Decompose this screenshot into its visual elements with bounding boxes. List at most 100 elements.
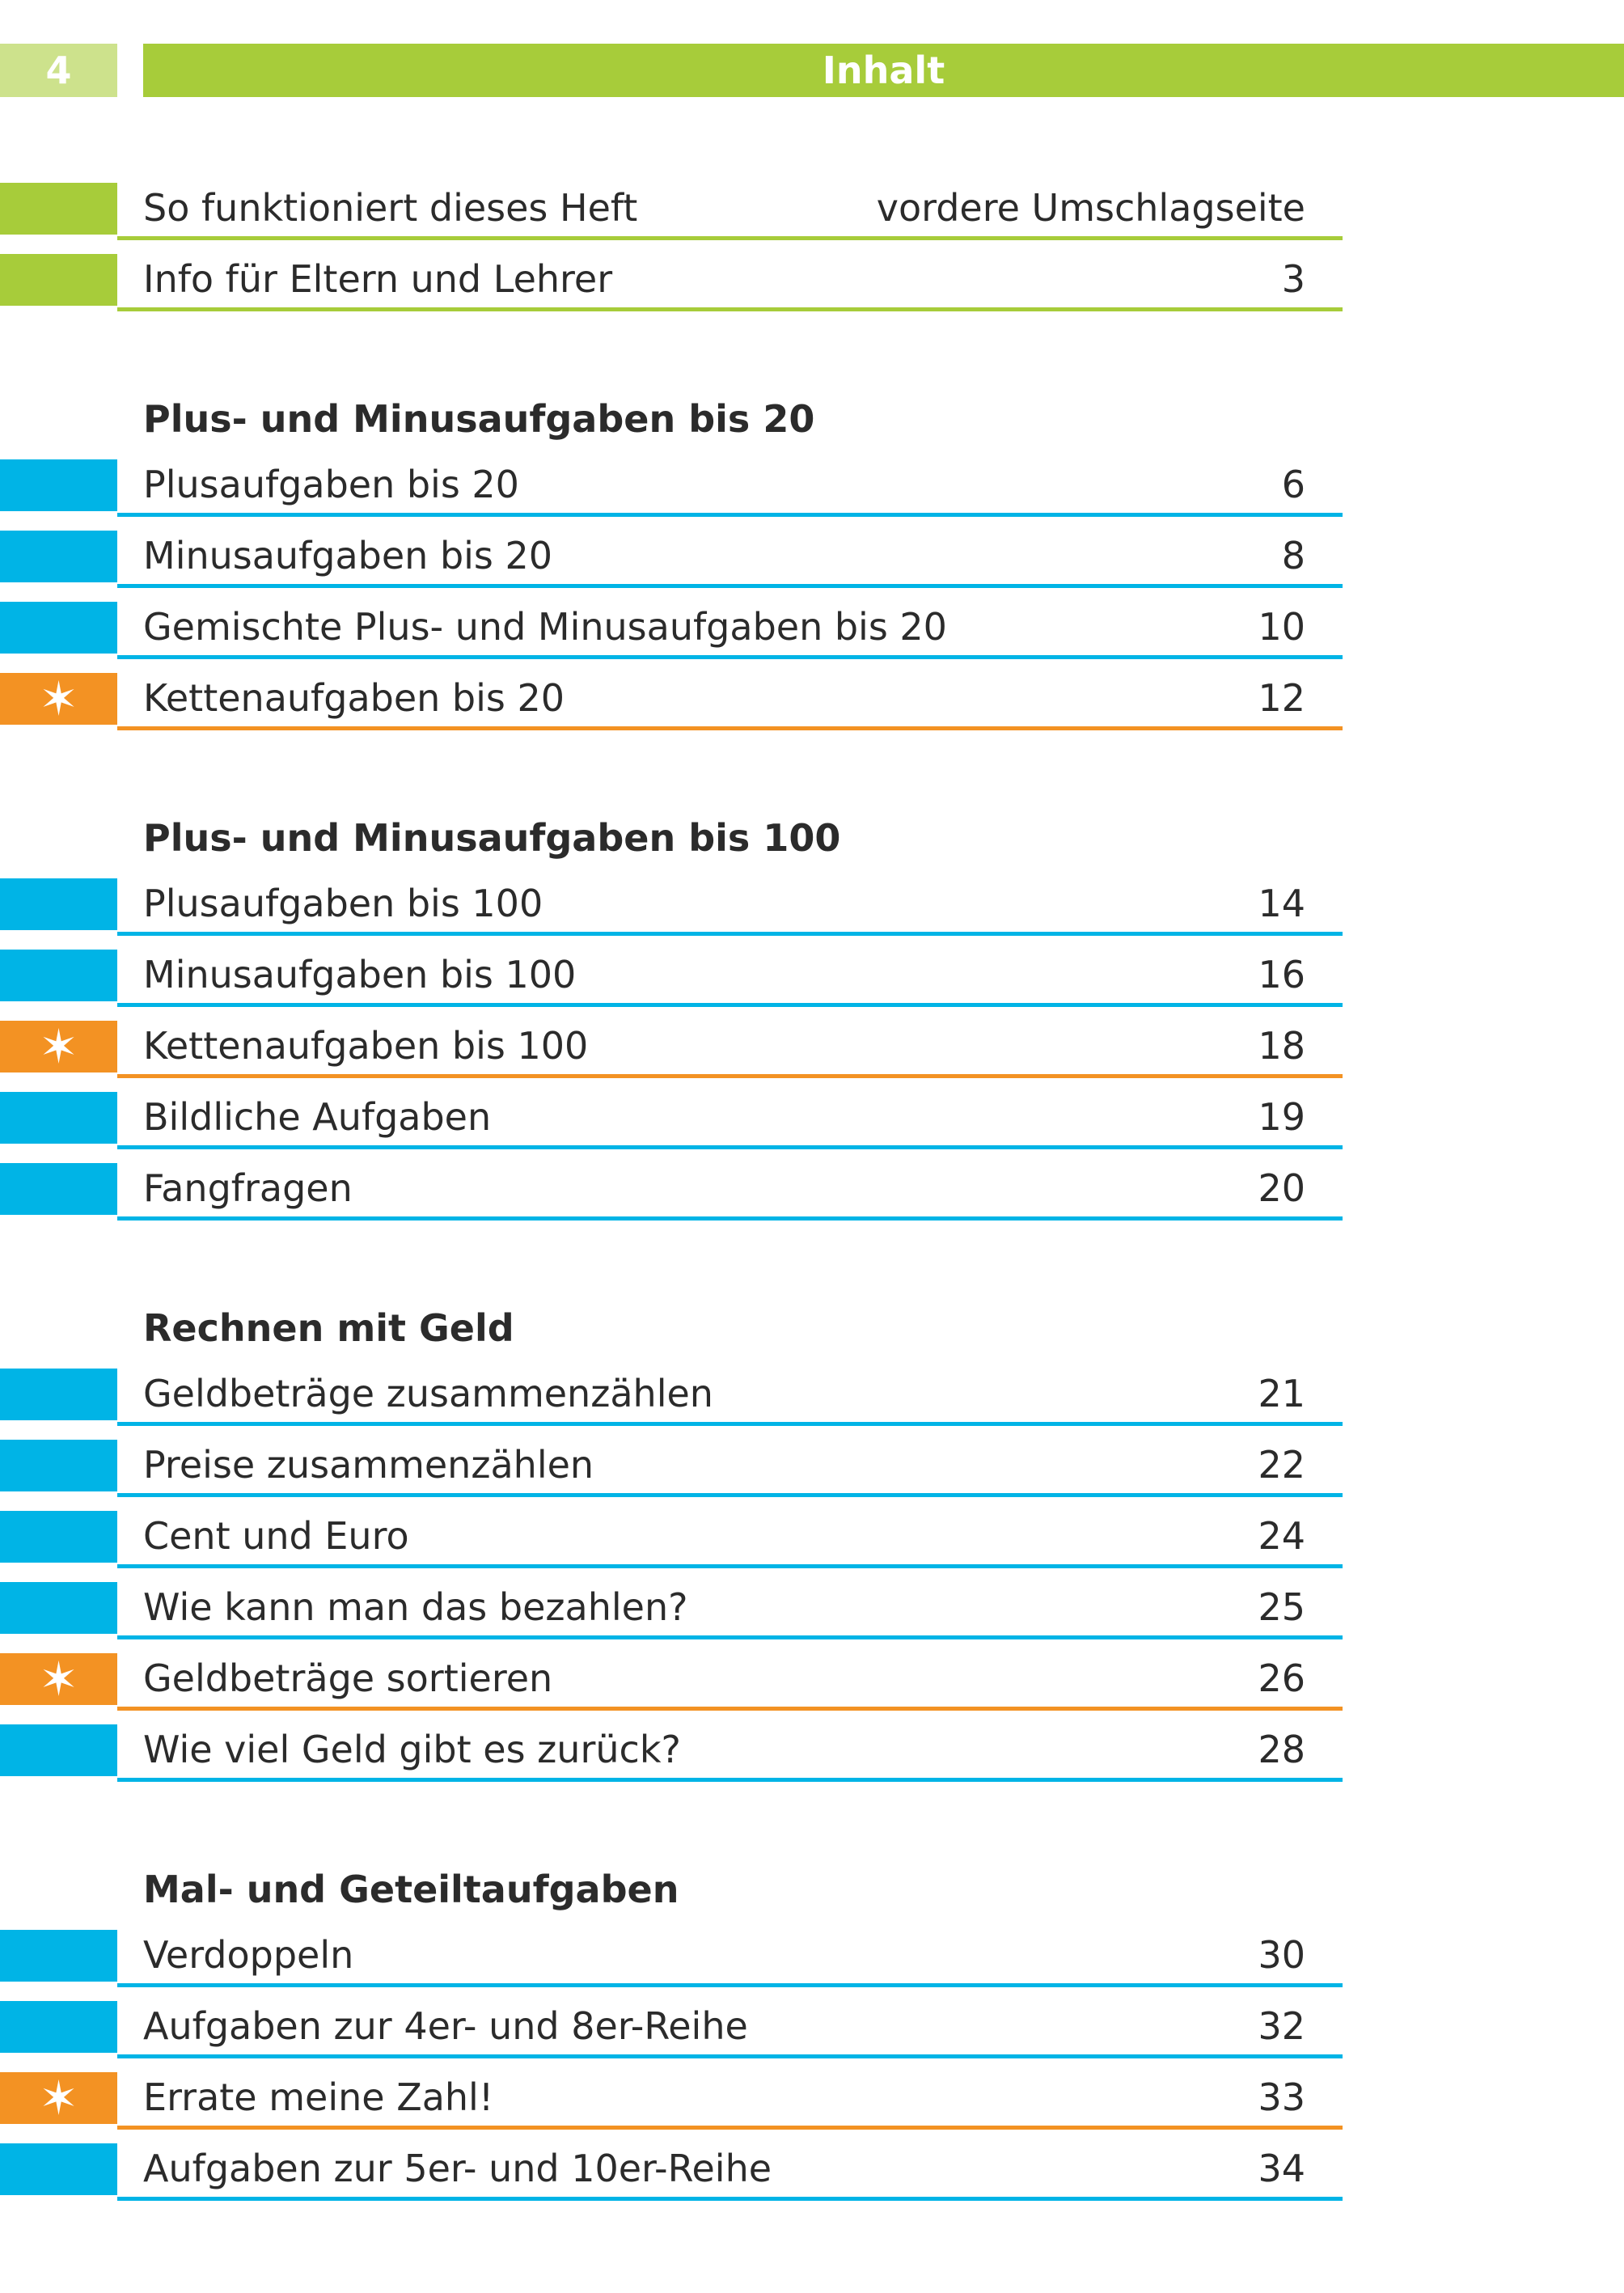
color-marker: [0, 1582, 117, 1634]
toc-entry[interactable]: So funktioniert dieses Heft vordere Umsch…: [0, 180, 1343, 251]
toc-entry[interactable]: Plusaufgaben bis 100 14: [0, 875, 1343, 946]
toc-entry-title: Preise zusammenzählen: [143, 1443, 594, 1487]
toc-entry[interactable]: ✶ Kettenaufgaben bis 20 12: [0, 670, 1343, 741]
toc-entry-page: 21: [1258, 1372, 1305, 1415]
star-icon: ✶: [39, 2071, 78, 2126]
color-marker: [0, 1930, 117, 1982]
toc-entry[interactable]: Aufgaben zur 4er- und 8er-Reihe 32: [0, 1998, 1343, 2069]
toc-entry-page: 3: [1281, 257, 1305, 301]
toc-section: Plus- und Minusaufgaben bis 20 Plusaufgab…: [0, 390, 1343, 741]
toc-entry[interactable]: Verdoppeln 30: [0, 1927, 1343, 1998]
divider: [117, 1635, 1343, 1639]
toc-entry[interactable]: Wie kann man das bezahlen? 25: [0, 1579, 1343, 1650]
star-icon: ✶: [39, 671, 78, 726]
toc-entry-title: Aufgaben zur 4er- und 8er-Reihe: [143, 2004, 748, 2048]
color-marker: [0, 1724, 117, 1776]
toc-entry-title: Plusaufgaben bis 20: [143, 463, 519, 506]
toc-entry-title: Minusaufgaben bis 100: [143, 953, 577, 996]
toc-entry-page: 16: [1258, 953, 1305, 996]
toc-entry[interactable]: Aufgaben zur 5er- und 10er-Reihe 34: [0, 2140, 1343, 2211]
toc-entry-page: 25: [1258, 1585, 1305, 1629]
toc-section: Plus- und Minusaufgaben bis 100 Plusaufga…: [0, 809, 1343, 1231]
toc-entry-title: Fangfragen: [143, 1166, 353, 1210]
toc-entry[interactable]: ✶ Errate meine Zahl! 33: [0, 2069, 1343, 2140]
toc-entry-page: 12: [1258, 676, 1305, 720]
divider: [117, 513, 1343, 517]
divider: [117, 2197, 1343, 2201]
toc-entry-title: Info für Eltern und Lehrer: [143, 257, 613, 301]
divider: [117, 2054, 1343, 2058]
divider: [117, 1422, 1343, 1426]
toc-section: Rechnen mit Geld Geldbeträge zusammenzähl…: [0, 1299, 1343, 1792]
toc-entry-title: Geldbeträge zusammenzählen: [143, 1372, 713, 1415]
star-marker: ✶: [0, 1021, 117, 1072]
toc-entry[interactable]: Minusaufgaben bis 100 16: [0, 946, 1343, 1017]
color-marker: [0, 602, 117, 654]
toc-entry-title: Kettenaufgaben bis 20: [143, 676, 565, 720]
color-marker: [0, 1092, 117, 1144]
toc-entry[interactable]: Info für Eltern und Lehrer 3: [0, 251, 1343, 322]
table-of-contents: So funktioniert dieses Heft vordere Umsch…: [0, 180, 1343, 2211]
toc-entry-page: 24: [1258, 1514, 1305, 1558]
toc-entry[interactable]: Geldbeträge zusammenzählen 21: [0, 1365, 1343, 1436]
divider: [117, 1216, 1343, 1221]
color-marker: [0, 254, 117, 306]
color-marker: [0, 531, 117, 582]
star-marker: ✶: [0, 673, 117, 725]
toc-entry[interactable]: Preise zusammenzählen 22: [0, 1436, 1343, 1508]
toc-entry[interactable]: ✶ Geldbeträge sortieren 26: [0, 1650, 1343, 1721]
divider: [117, 1145, 1343, 1149]
toc-entry-page: 20: [1258, 1166, 1305, 1210]
toc-entry-title: Cent und Euro: [143, 1514, 409, 1558]
divider: [117, 1493, 1343, 1497]
toc-entry-page: 14: [1258, 882, 1305, 925]
toc-entry[interactable]: Bildliche Aufgaben 19: [0, 1089, 1343, 1160]
toc-entry[interactable]: ✶ Kettenaufgaben bis 100 18: [0, 1017, 1343, 1089]
toc-section: So funktioniert dieses Heft vordere Umsch…: [0, 180, 1343, 322]
toc-entry-title: Plusaufgaben bis 100: [143, 882, 543, 925]
toc-entry-page: 18: [1258, 1024, 1305, 1068]
toc-entry[interactable]: Fangfragen 20: [0, 1160, 1343, 1231]
toc-entry-page: 8: [1281, 534, 1305, 577]
toc-entry-page: 19: [1258, 1095, 1305, 1139]
star-icon: ✶: [39, 1652, 78, 1707]
color-marker: [0, 2001, 117, 2053]
toc-entry[interactable]: Gemischte Plus- und Minusaufgaben bis 20…: [0, 599, 1343, 670]
color-marker: [0, 950, 117, 1001]
color-marker: [0, 878, 117, 930]
toc-entry-page: 32: [1258, 2004, 1305, 2048]
toc-entry[interactable]: Minusaufgaben bis 20 8: [0, 527, 1343, 599]
toc-entry[interactable]: Cent und Euro 24: [0, 1508, 1343, 1579]
divider: [117, 1778, 1343, 1782]
divider: [117, 1564, 1343, 1568]
divider: [117, 2126, 1343, 2130]
star-marker: ✶: [0, 1653, 117, 1705]
divider: [117, 1983, 1343, 1987]
divider: [117, 236, 1343, 240]
toc-entry-page: 10: [1258, 605, 1305, 649]
toc-entry[interactable]: Wie viel Geld gibt es zurück? 28: [0, 1721, 1343, 1792]
toc-entry-title: Wie kann man das bezahlen?: [143, 1585, 688, 1629]
color-marker: [0, 1440, 117, 1491]
page-title: Inhalt: [143, 44, 1624, 97]
section-heading: Rechnen mit Geld: [143, 1306, 514, 1350]
divider: [117, 1003, 1343, 1007]
divider: [117, 307, 1343, 311]
color-marker: [0, 1369, 117, 1420]
toc-entry-title: Wie viel Geld gibt es zurück?: [143, 1728, 681, 1771]
section-heading: Plus- und Minusaufgaben bis 20: [143, 397, 815, 441]
toc-entry-title: Errate meine Zahl!: [143, 2075, 494, 2119]
divider: [117, 726, 1343, 730]
toc-entry[interactable]: Plusaufgaben bis 20 6: [0, 456, 1343, 527]
divider: [117, 584, 1343, 588]
color-marker: [0, 183, 117, 235]
toc-entry-title: Geldbeträge sortieren: [143, 1656, 553, 1700]
page-number: 4: [0, 44, 117, 97]
color-marker: [0, 1163, 117, 1215]
toc-entry-title: Bildliche Aufgaben: [143, 1095, 492, 1139]
toc-entry-title: Kettenaufgaben bis 100: [143, 1024, 589, 1068]
toc-entry-title: Aufgaben zur 5er- und 10er-Reihe: [143, 2147, 772, 2190]
toc-entry-title: So funktioniert dieses Heft: [143, 186, 638, 230]
toc-entry-title: Verdoppeln: [143, 1933, 354, 1977]
section-heading: Plus- und Minusaufgaben bis 100: [143, 816, 841, 860]
